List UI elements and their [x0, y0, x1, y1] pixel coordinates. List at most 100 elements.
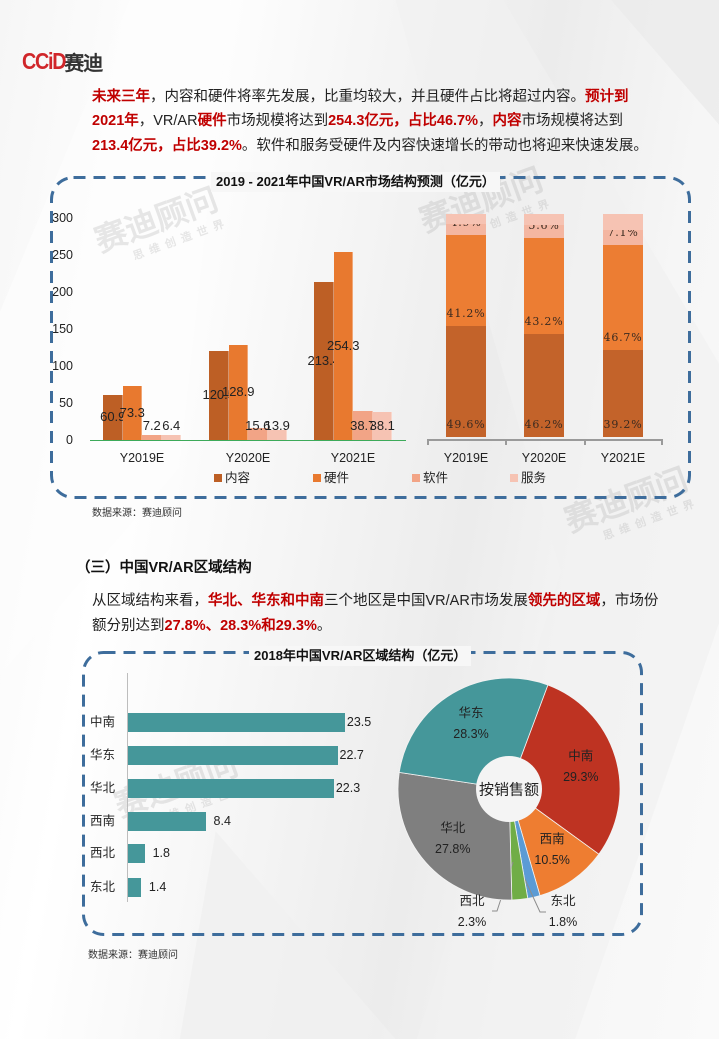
- body-text: 。软件和服务受硬件及内容快速增长的带动也将迎来快速发展。: [241, 138, 648, 154]
- x-axis-tick: [427, 439, 429, 445]
- body-text: ，内容和硬件将率先发展，比重均较大，并且硬件占比将超过内容。: [150, 89, 585, 105]
- body-text: ，市场份: [600, 593, 659, 609]
- x-axis-category-label: Y2021E: [330, 451, 376, 465]
- slice-label-西北: 西北 2.3%: [458, 891, 487, 933]
- body-text: 。: [316, 618, 332, 634]
- data-label: 38.1: [369, 417, 395, 433]
- highlight-text: 内容: [492, 113, 522, 129]
- x-axis-category-label: Y2021E: [600, 451, 646, 465]
- data-label: 6.4: [162, 418, 181, 433]
- section3-line: 从区域结构来看，华北、华东和中南三个地区是中国VR/AR市场发展领先的区域，市场…: [92, 591, 658, 611]
- slice-name: 东北: [550, 894, 576, 908]
- slice-label-中南: 中南 29.3%: [563, 746, 598, 788]
- bar-硬件: [228, 344, 248, 440]
- chart1-source: 数据来源：赛迪顾问: [92, 508, 182, 519]
- chart1-title: 2019 - 2021年中国VR/AR市场结构预测（亿元）: [211, 172, 500, 192]
- slice-percent: 27.8%: [435, 841, 471, 856]
- y-axis-tick-label: 100: [52, 359, 73, 373]
- y-axis-category-label: 华东: [90, 748, 116, 762]
- body-text: 三个地区是中国VR/AR市场发展: [324, 593, 528, 609]
- body-text: ，: [478, 113, 493, 129]
- section-heading: （三）中国VR/AR区域结构: [76, 560, 252, 576]
- bar-软件: [353, 411, 373, 440]
- x-axis-category-label: Y2019E: [119, 451, 165, 465]
- body-text: 市场规模将达到: [521, 113, 624, 129]
- slice-percent: 2.3%: [457, 915, 487, 929]
- slice-name: 西南: [539, 832, 565, 847]
- legend-label: 内容: [225, 471, 251, 485]
- donut-slice-中南: [508, 684, 621, 855]
- y-axis-category-label: 华北: [90, 781, 116, 795]
- body-text: 市场规模将达到: [226, 113, 329, 129]
- x-axis-category-label: Y2019E: [443, 451, 489, 465]
- segment-percent-label: 39.2%: [603, 418, 643, 431]
- y-axis-category-label: 西北: [90, 846, 116, 860]
- stacked-segment-软件: [524, 225, 564, 238]
- slice-name: 西北: [459, 894, 485, 908]
- y-axis-tick-label: 300: [52, 211, 73, 225]
- data-label: 60.9: [100, 409, 126, 425]
- bar-服务: [372, 411, 392, 440]
- data-label: 22.7: [339, 748, 364, 762]
- section3-line: 额分别达到27.8%、28.3%和29.3%。: [92, 616, 331, 636]
- bar-服务: [161, 435, 181, 440]
- bar-内容: [103, 394, 123, 440]
- x-axis-baseline: [90, 439, 406, 441]
- slice-label-西南: 西南 10.5%: [534, 829, 569, 871]
- data-label: 38.7: [350, 417, 376, 433]
- hbar-西北: [128, 843, 145, 863]
- body-text: 从区域结构来看，: [92, 593, 208, 609]
- legend-label: 软件: [423, 471, 449, 485]
- data-label: 23.5: [346, 715, 372, 729]
- data-label: 128.9: [221, 384, 255, 400]
- body-text: 额分别达到: [92, 618, 165, 634]
- bar-内容: [314, 282, 334, 440]
- legend-item-硬件: 硬件: [313, 471, 349, 485]
- highlight-text: 未来三年: [92, 89, 150, 105]
- stacked-segment-服务: [524, 214, 564, 226]
- slice-percent: 28.3%: [453, 727, 489, 742]
- stacked-segment-硬件: [446, 234, 486, 327]
- y-axis-tick-label: 150: [52, 322, 73, 336]
- slice-name: 中南: [568, 749, 594, 764]
- slice-name: 华北: [440, 820, 466, 835]
- slice-label-东北: 东北 1.8%: [549, 891, 578, 933]
- legend-item-内容: 内容: [214, 471, 250, 485]
- y-axis-tick-label: 0: [66, 433, 73, 447]
- segment-percent-label: 46.2%: [524, 418, 564, 431]
- y-axis-tick-label: 50: [59, 396, 73, 410]
- data-label: 15.6: [245, 418, 271, 433]
- bar-硬件: [333, 251, 353, 440]
- hbar-中南: [128, 712, 345, 732]
- legend-item-服务: 服务: [510, 471, 546, 485]
- data-label: 22.3: [335, 781, 361, 795]
- hbar-东北: [128, 877, 141, 897]
- bar-服务: [267, 429, 287, 440]
- hbar-西南: [128, 811, 206, 831]
- body-text: ，VR/AR: [138, 113, 198, 129]
- highlight-text: 华北、华东和中南: [208, 593, 324, 609]
- chart2-source: 数据来源：赛迪顾问: [88, 950, 178, 961]
- highlight-text: 27.8%、28.3%和29.3%: [164, 618, 317, 634]
- legend-label: 服务: [521, 471, 547, 485]
- hbar-华北: [128, 778, 334, 798]
- data-label: 213.4: [307, 353, 341, 369]
- segment-percent-label: 43.2%: [524, 314, 564, 328]
- slice-percent: 29.3%: [563, 770, 599, 785]
- x-axis-tick: [505, 439, 507, 445]
- y-axis-category-label: 东北: [90, 880, 116, 894]
- donut-hole: [476, 756, 542, 822]
- segment-percent-label: 49.6%: [446, 418, 486, 431]
- highlight-text: 213.4亿元，占比39.2%: [92, 138, 242, 154]
- highlight-text: 2021年: [92, 113, 139, 129]
- bar-软件: [248, 428, 268, 440]
- stacked-segment-服务: [603, 214, 643, 230]
- bar-内容: [209, 350, 229, 440]
- x-axis-category-label: Y2020E: [225, 451, 271, 465]
- bar-软件: [142, 434, 162, 440]
- slice-percent: 1.8%: [548, 915, 578, 929]
- legend-swatch: [214, 474, 222, 482]
- segment-percent-label: 46.7%: [603, 330, 643, 344]
- hbar-华东: [128, 745, 338, 765]
